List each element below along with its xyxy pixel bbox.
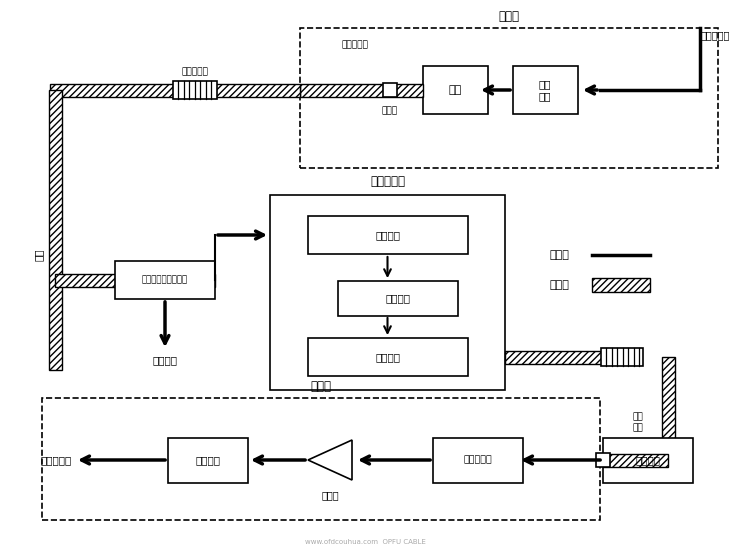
Text: www.ofdcouhua.com  OPFU CABLE: www.ofdcouhua.com OPFU CABLE [305,539,425,545]
Text: 光检测器: 光检测器 [375,230,400,240]
Bar [300,84,423,97]
Text: 器大放: 器大放 [321,490,338,500]
Bar [300,28,718,168]
Bar [423,66,488,114]
Bar [48,90,61,370]
Text: 电信号输出: 电信号输出 [41,455,72,465]
Polygon shape [308,440,352,480]
Text: 电放大器: 电放大器 [385,293,410,303]
Text: 光检
测器: 光检 测器 [632,413,643,432]
Bar [270,195,505,390]
Bar [505,351,640,363]
Bar [603,437,693,483]
Bar [168,437,248,483]
Bar [596,453,610,467]
Bar [338,280,458,316]
Bar [308,338,468,376]
Text: 连接器: 连接器 [382,106,398,115]
Text: 电信号: 电信号 [550,250,570,260]
Text: 光发射器: 光发射器 [375,352,400,362]
Text: 再生中继器: 再生中继器 [370,175,405,188]
Bar [662,357,675,470]
Text: 接收端: 接收端 [311,380,331,393]
Bar [433,437,523,483]
Text: 光缆: 光缆 [34,249,44,261]
Bar [592,278,650,292]
Text: 发送端: 发送端 [499,10,520,23]
Bar [383,83,397,97]
Text: 光纤连接盒: 光纤连接盒 [181,67,208,76]
Bar [42,398,600,520]
Text: 光解复用器: 光解复用器 [463,456,493,465]
Text: 光纤耦合器: 光纤耦合器 [341,40,368,49]
Bar [55,274,215,286]
Text: 监控装置: 监控装置 [153,355,178,365]
Text: 光源: 光源 [448,85,461,95]
Bar [512,66,577,114]
Text: 光信号: 光信号 [550,280,570,290]
Text: 光放大器: 光放大器 [635,455,661,465]
Bar [115,261,215,299]
Text: 光纤合波器代替束器: 光纤合波器代替束器 [142,275,188,284]
Text: 电信号输入: 电信号输入 [701,30,730,40]
Text: 信号处理: 信号处理 [195,455,221,465]
Bar [601,348,643,366]
Bar [603,453,668,467]
Bar [308,216,468,254]
Bar [173,81,217,99]
Bar [50,84,300,97]
Text: 电驱
动器: 电驱 动器 [539,79,551,101]
